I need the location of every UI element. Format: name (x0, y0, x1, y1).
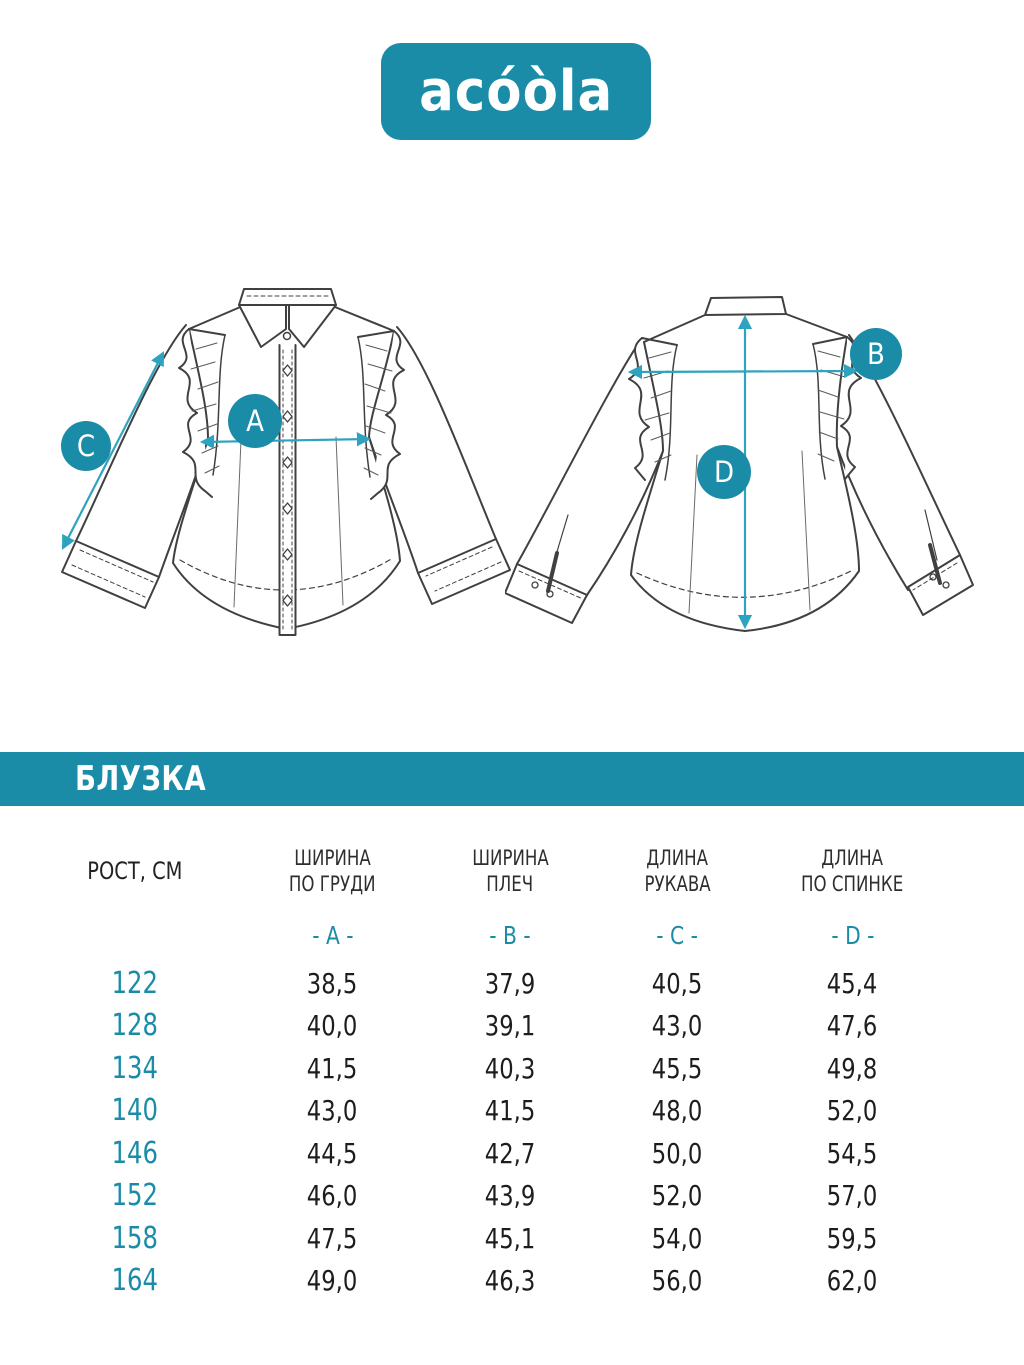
value-cell: 44,5 (307, 1136, 358, 1170)
back-left-ruffle (628, 337, 678, 481)
value-cell: 41,5 (484, 1094, 536, 1128)
value-cell: 45,1 (484, 1221, 536, 1255)
letter-d: - D - (830, 920, 875, 950)
measure-b-label: B (867, 337, 885, 371)
value-cell: 56,0 (652, 1264, 703, 1298)
table-row: 146 44,5 42,7 50,0 54,5 (40, 1132, 935, 1175)
measure-c-arrow (62, 351, 164, 550)
front-right-ruffle (357, 330, 405, 500)
value-cell: 43,0 (307, 1094, 358, 1128)
measure-a-arrow (199, 432, 372, 449)
value-cell: 50,0 (652, 1136, 703, 1170)
front-collar (238, 288, 337, 348)
front-view-drawing: A C (61, 288, 511, 636)
value-cell: 40,0 (307, 1009, 358, 1043)
table-row: 164 49,0 46,3 56,0 62,0 (40, 1260, 935, 1303)
table-row: 128 40,0 39,1 43,0 47,6 (40, 1005, 935, 1048)
value-cell: 43,0 (652, 1009, 703, 1043)
front-placket (278, 344, 297, 636)
size-cell: 134 (111, 1050, 159, 1086)
value-cell: 48,0 (652, 1094, 703, 1128)
measure-c-label: C (77, 429, 95, 463)
measure-b-marker: B (850, 328, 902, 380)
table-row: 122 38,5 37,9 40,5 45,4 (40, 962, 935, 1005)
value-cell: 40,3 (484, 1051, 536, 1085)
value-cell: 37,9 (484, 966, 536, 1000)
measure-a-marker: A (228, 394, 282, 448)
value-cell: 43,9 (484, 1179, 536, 1213)
value-cell: 40,5 (652, 966, 703, 1000)
value-cell: 49,0 (307, 1264, 358, 1298)
value-cell: 45,5 (652, 1051, 703, 1085)
front-garment-outline (61, 288, 511, 636)
measure-b-arrow (627, 363, 859, 380)
table-header-row: РОСТ, СМ ШИРИНА ПО ГРУДИ ШИРИНА ПЛЕЧ ДЛИ… (40, 840, 935, 902)
measure-a-label: A (246, 404, 264, 438)
value-cell: 42,7 (484, 1136, 536, 1170)
letter-c: - C - (656, 920, 699, 950)
table-row: 134 41,5 40,3 45,5 49,8 (40, 1047, 935, 1090)
column-header-back-length: ДЛИНА ПО СПИНКЕ (801, 846, 904, 896)
size-cell: 152 (111, 1178, 159, 1214)
value-cell: 49,8 (827, 1051, 878, 1085)
size-cell: 158 (111, 1220, 159, 1256)
value-cell: 39,1 (484, 1009, 536, 1043)
value-cell: 54,0 (652, 1221, 703, 1255)
value-cell: 46,0 (307, 1179, 358, 1213)
size-cell: 146 (111, 1135, 159, 1171)
value-cell: 52,0 (827, 1094, 878, 1128)
value-cell: 46,3 (484, 1264, 536, 1298)
table-row: 140 43,0 41,5 48,0 52,0 (40, 1090, 935, 1133)
value-cell: 45,4 (827, 966, 878, 1000)
front-left-ruffle (178, 328, 226, 498)
value-cell: 57,0 (827, 1179, 878, 1213)
value-cell: 47,5 (307, 1221, 358, 1255)
value-cell: 59,5 (827, 1221, 878, 1255)
title-banner: БЛУЗКА (0, 752, 1024, 806)
value-cell: 38,5 (307, 966, 358, 1000)
value-cell: 41,5 (307, 1051, 358, 1085)
column-header-chest-width: ШИРИНА ПО ГРУДИ (289, 846, 376, 896)
column-header-sleeve-length: ДЛИНА РУКАВА (644, 846, 711, 896)
value-cell: 47,6 (827, 1009, 878, 1043)
value-cell: 52,0 (652, 1179, 703, 1213)
brand-logo: acóòla (381, 43, 651, 140)
back-garment-outline (505, 296, 974, 632)
value-cell: 62,0 (827, 1264, 878, 1298)
letter-b: - B - (489, 920, 531, 950)
size-cell: 122 (111, 965, 159, 1001)
size-cell: 164 (111, 1263, 159, 1299)
back-view-drawing: B D (505, 296, 974, 632)
table-row: 158 47,5 45,1 54,0 59,5 (40, 1217, 935, 1260)
size-cell: 128 (111, 1008, 159, 1044)
size-cell: 140 (111, 1093, 159, 1129)
column-header-height: РОСТ, СМ (87, 857, 183, 885)
table-letter-row: - A - - B - - C - - D - (40, 908, 935, 962)
column-header-shoulder-width: ШИРИНА ПЛЕЧ (471, 846, 549, 896)
table-row: 152 46,0 43,9 52,0 57,0 (40, 1175, 935, 1218)
value-cell: 54,5 (827, 1136, 878, 1170)
brand-logo-text: acóòla (418, 58, 614, 124)
measure-d-label: D (714, 455, 734, 489)
page-title: БЛУЗКА (75, 759, 207, 799)
measure-d-marker: D (697, 445, 751, 499)
letter-a: - A - (311, 920, 354, 950)
measure-c-marker: C (61, 421, 111, 471)
size-table: РОСТ, СМ ШИРИНА ПО ГРУДИ ШИРИНА ПЛЕЧ ДЛИ… (40, 840, 935, 1302)
